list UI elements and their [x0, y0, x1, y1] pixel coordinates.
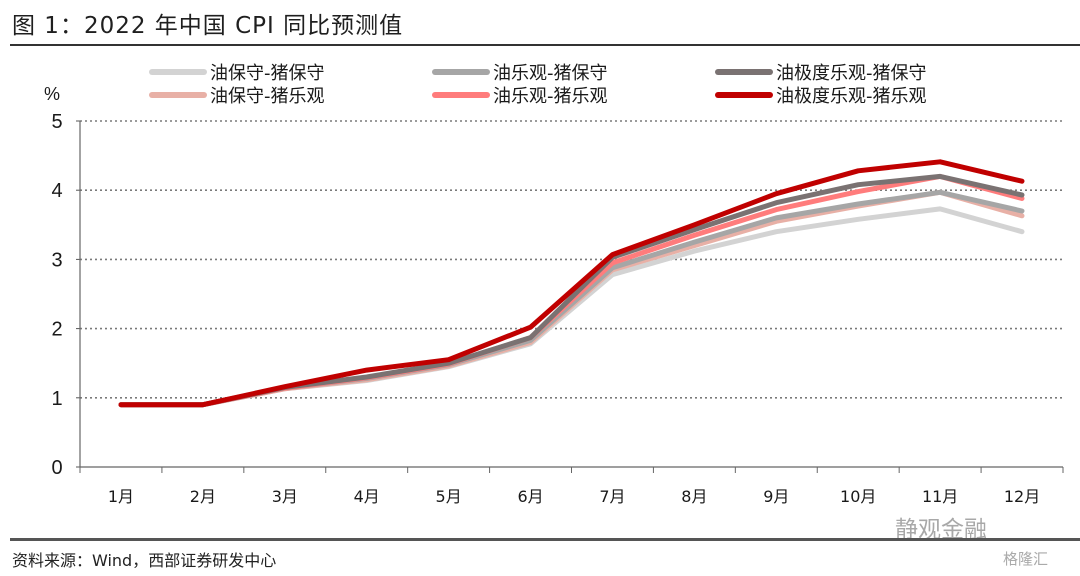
- legend-item: 油保守-猪保守: [149, 63, 325, 84]
- x-tick-label: 2月: [190, 487, 216, 506]
- legend-label: 油保守-猪保守: [210, 63, 325, 84]
- x-tick-label: 10月: [840, 487, 876, 506]
- x-tick-label: 8月: [681, 487, 707, 506]
- x-tick-label: 4月: [354, 487, 380, 506]
- series-line-6: [118, 159, 1025, 408]
- y-tick-label: 5: [51, 111, 62, 133]
- legend-label: 油极度乐观-猪保守: [776, 63, 927, 84]
- legend-label: 油保守-猪乐观: [210, 86, 325, 107]
- x-tick-label: 7月: [599, 487, 625, 506]
- y-tick-label: 4: [51, 180, 62, 202]
- legend-item: 油极度乐观-猪乐观: [715, 86, 927, 107]
- x-tick-label: 11月: [922, 487, 958, 506]
- watermark-secondary: 格隆汇: [1003, 550, 1049, 568]
- x-tick-label: 3月: [272, 487, 298, 506]
- gridlines: [80, 120, 1063, 399]
- x-tick-label: 1月: [108, 487, 134, 506]
- x-tick-label: 9月: [763, 487, 789, 506]
- axes: [76, 120, 1064, 473]
- legend-item: 油保守-猪乐观: [149, 86, 325, 107]
- legend-label: 油极度乐观-猪乐观: [776, 86, 927, 107]
- legend-item: 油乐观-猪乐观: [432, 86, 608, 107]
- bottom-rule: [10, 538, 1080, 541]
- x-tick-label: 12月: [1004, 487, 1040, 506]
- top-rule: [10, 44, 1080, 46]
- x-tick-label: 5月: [436, 487, 462, 506]
- y-tick-label: 3: [51, 249, 62, 271]
- y-tick-labels: 0 1 2 3 4 5: [51, 111, 62, 479]
- y-tick-label: 2: [51, 319, 62, 341]
- x-tick-labels: 1月 2月 3月 4月 5月 6月 7月 8月 9月 10月 11月 12月: [108, 487, 1040, 506]
- figure-title: 图 1：2022 年中国 CPI 同比预测值: [12, 13, 404, 39]
- y-axis-unit: %: [44, 84, 60, 104]
- source-note: 资料来源：Wind，西部证券研发中心: [12, 551, 277, 570]
- legend-label: 油乐观-猪保守: [493, 63, 608, 84]
- legend-item: 油乐观-猪保守: [432, 63, 608, 84]
- y-tick-label: 1: [51, 388, 62, 410]
- x-tick-label: 6月: [517, 487, 543, 506]
- series-lines: [118, 159, 1025, 408]
- legend-label: 油乐观-猪乐观: [493, 86, 608, 107]
- y-tick-label: 0: [51, 457, 62, 479]
- legend-item: 油极度乐观-猪保守: [715, 63, 927, 84]
